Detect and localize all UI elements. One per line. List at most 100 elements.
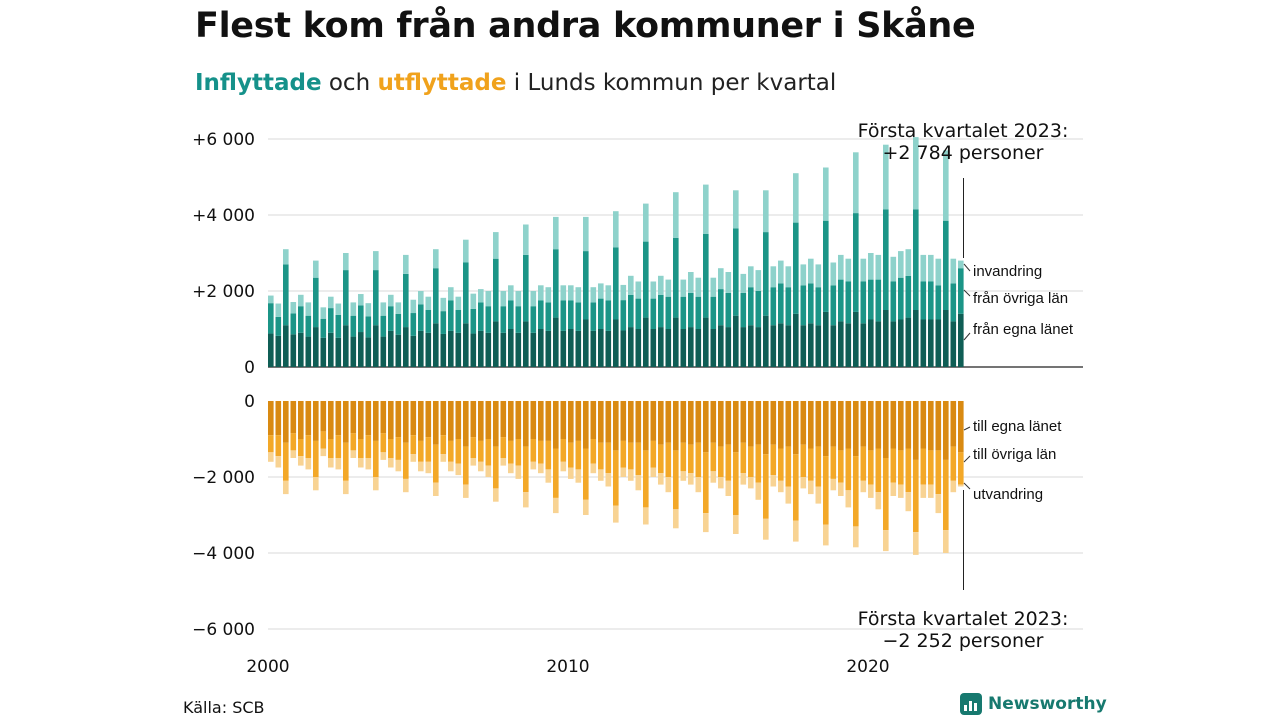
outflow-bar-segment bbox=[515, 439, 522, 466]
inflow-bar-segment bbox=[403, 273, 409, 328]
inflow-bar-segment bbox=[718, 325, 724, 367]
inflow-bar-segment bbox=[478, 330, 484, 367]
inflow-bar-segment bbox=[598, 298, 604, 329]
outflow-bar-segment bbox=[793, 520, 799, 542]
inflow-bar-segment bbox=[958, 313, 964, 367]
outflow-bar-segment bbox=[358, 458, 364, 468]
outflow-bar-segment bbox=[410, 401, 417, 436]
outflow-bar-segment bbox=[748, 401, 754, 447]
inflow-bar-segment bbox=[808, 283, 814, 324]
inflow-bar-segment bbox=[905, 317, 912, 367]
inflow-bar-segment bbox=[748, 325, 754, 367]
inflow-bar-segment bbox=[515, 291, 522, 307]
outflow-bar-segment bbox=[665, 442, 672, 477]
outflow-bar-segment bbox=[845, 401, 852, 449]
chart-subtitle: Inflyttade och utflyttade i Lunds kommun… bbox=[195, 70, 836, 96]
inflow-bar-segment bbox=[740, 327, 747, 367]
outflow-bar-segment bbox=[320, 448, 327, 457]
inflow-bar-segment bbox=[418, 304, 424, 331]
outflow-bar-segment bbox=[823, 456, 829, 525]
inflow-bar-segment bbox=[913, 137, 919, 210]
outflow-bar-segment bbox=[613, 401, 619, 451]
inflow-bar-segment bbox=[298, 306, 304, 333]
outflow-bar-segment bbox=[620, 467, 627, 477]
inflow-bar-segment bbox=[830, 285, 837, 326]
outflow-bar-segment bbox=[830, 446, 837, 479]
inflow-bar-segment bbox=[320, 307, 327, 319]
outflow-bar-segment bbox=[635, 401, 642, 443]
inflow-bar-segment bbox=[448, 287, 454, 301]
outflow-bar-segment bbox=[650, 467, 657, 477]
outflow-bar-segment bbox=[898, 401, 904, 451]
outflow-bar-segment bbox=[553, 497, 559, 514]
outflow-bar-segment bbox=[643, 401, 649, 451]
outflow-bar-segment bbox=[380, 452, 387, 460]
inflow-bar-segment bbox=[493, 321, 499, 367]
inflow-bar-segment bbox=[665, 329, 672, 367]
outflow-bar-segment bbox=[268, 435, 274, 453]
inflow-bar-segment bbox=[268, 303, 274, 334]
outflow-bar-segment bbox=[628, 401, 634, 443]
inflow-bar-segment bbox=[830, 262, 837, 286]
inflow-bar-segment bbox=[703, 234, 709, 318]
outflow-bar-segment bbox=[583, 401, 589, 449]
outflow-bar-segment bbox=[673, 450, 679, 510]
inflow-bar-segment bbox=[740, 273, 747, 293]
outflow-bar-segment bbox=[800, 444, 807, 477]
outflow-bar-segment bbox=[725, 444, 732, 481]
outflow-bar-segment bbox=[320, 401, 327, 432]
inflow-bar-segment bbox=[583, 251, 589, 320]
inflow-bar-segment bbox=[283, 249, 289, 265]
outflow-bar-segment bbox=[470, 437, 477, 458]
outflow-bar-segment bbox=[665, 401, 672, 443]
outflow-bar-segment bbox=[770, 475, 777, 487]
outflow-bar-segment bbox=[785, 401, 792, 447]
inflow-bar-segment bbox=[935, 285, 942, 320]
outflow-bar-segment bbox=[590, 439, 597, 464]
inflow-bar-segment bbox=[688, 272, 694, 293]
inflow-bar-segment bbox=[283, 264, 289, 326]
inflow-bar-segment bbox=[493, 232, 499, 259]
inflow-bar-segment bbox=[898, 251, 904, 278]
inflow-bar-segment bbox=[530, 306, 537, 333]
outflow-bar-segment bbox=[335, 401, 342, 436]
outflow-bar-segment bbox=[590, 401, 597, 439]
outflow-bar-segment bbox=[710, 442, 717, 472]
inflow-bar-segment bbox=[718, 289, 724, 326]
inflow-bar-segment bbox=[890, 321, 897, 367]
inflow-bar-segment bbox=[883, 310, 889, 367]
newsworthy-logo-icon bbox=[960, 693, 982, 715]
outflow-bar-segment bbox=[725, 480, 732, 496]
inflow-bar-segment bbox=[470, 293, 477, 309]
inflow-bar-segment bbox=[328, 296, 334, 309]
inflow-bar-segment bbox=[635, 329, 642, 367]
outflow-bar-segment bbox=[868, 450, 874, 485]
inflow-bar-segment bbox=[388, 294, 394, 307]
outflow-bar-segment bbox=[890, 482, 897, 496]
x-tick-label: 2020 bbox=[846, 657, 889, 677]
inflow-bar-segment bbox=[320, 318, 327, 338]
inflow-bar-segment bbox=[928, 319, 934, 367]
outflow-bar-segment bbox=[523, 401, 529, 447]
inflow-label: från egna länet bbox=[973, 321, 1074, 338]
inflow-bar-segment bbox=[680, 296, 687, 329]
inflow-bar-segment bbox=[343, 270, 349, 326]
outflow-bar-segment bbox=[658, 444, 664, 474]
outflow-bar-segment bbox=[328, 401, 334, 439]
inflow-bar-segment bbox=[538, 285, 544, 301]
outflow-bar-segment bbox=[860, 446, 867, 481]
outflow-bar-segment bbox=[350, 401, 357, 434]
outflow-bar-segment bbox=[425, 461, 432, 474]
outflow-label: till övriga län bbox=[973, 446, 1056, 463]
inflow-bar-segment bbox=[508, 329, 514, 367]
subtitle-outflow-word: utflyttade bbox=[377, 70, 507, 96]
outflow-bar-segment bbox=[455, 439, 462, 464]
inflow-bar-segment bbox=[695, 296, 702, 329]
inflow-label: invandring bbox=[973, 263, 1042, 280]
inflow-bar-segment bbox=[493, 258, 499, 322]
inflow-bar-segment bbox=[688, 292, 694, 328]
outflow-bar-segment bbox=[898, 450, 904, 485]
inflow-bar-segment bbox=[463, 239, 469, 263]
inflow-bar-segment bbox=[845, 258, 852, 282]
inflow-bar-segment bbox=[335, 303, 342, 315]
